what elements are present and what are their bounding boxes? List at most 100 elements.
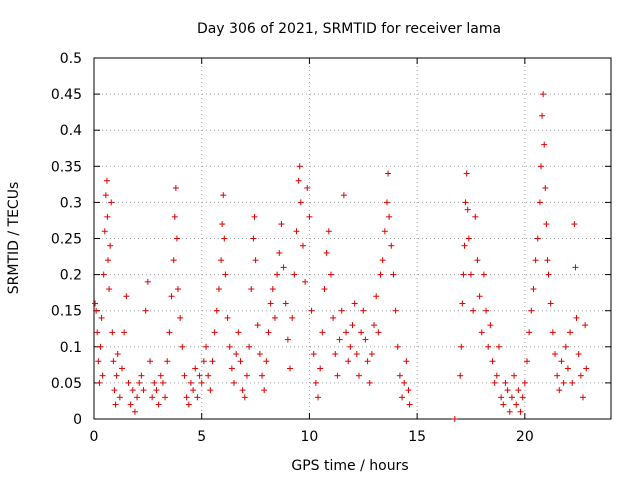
data-point [147,358,154,365]
data-point [181,372,188,379]
data-point [358,329,365,336]
data-point [323,249,330,256]
data-point [278,221,285,228]
data-point [103,177,110,184]
data-point [317,365,324,372]
chart-title: Day 306 of 2021, SRMTID for receiver lam… [197,21,501,37]
data-point [508,394,515,401]
data-point [235,329,242,336]
data-point [164,358,171,365]
data-point [177,314,184,321]
data-point [265,329,272,336]
data-point [489,358,496,365]
data-point [111,387,118,394]
data-point [168,293,175,300]
data-point [567,329,574,336]
data-point [540,91,547,98]
data-point [545,271,552,278]
data-point [105,257,112,264]
data-point [556,387,563,394]
data-point [451,416,458,422]
data-point [463,170,470,177]
data-point [368,351,375,358]
data-point [388,242,395,249]
data-point [462,199,469,206]
data-point [336,336,343,343]
data-point [392,307,399,314]
x-axis-label: GPS time / hours [291,458,408,474]
data-point [340,192,347,199]
data-point [269,286,276,293]
data-point [149,394,156,401]
data-point [571,221,578,228]
data-point [480,271,487,278]
data-point [383,199,390,206]
data-point [394,343,401,350]
data-point [476,293,483,300]
data-point [259,372,266,379]
data-point [280,264,287,271]
data-point [228,365,235,372]
data-point [403,358,410,365]
data-point [237,358,244,365]
y-tick-label: 0.35 [51,159,82,175]
data-point [254,322,261,329]
data-point [472,213,479,220]
data-point [554,372,561,379]
data-point [493,372,500,379]
data-point [140,387,147,394]
data-point [360,307,367,314]
data-point [504,387,511,394]
data-point [129,387,136,394]
data-point [198,379,205,386]
data-point [338,307,345,314]
data-point [175,286,182,293]
data-point [95,358,102,365]
x-tick-label: 20 [516,429,534,445]
grid-layer [94,58,611,419]
data-point [187,379,194,386]
data-point [241,394,248,401]
point-layer [92,91,590,422]
data-point [459,300,466,307]
data-point [478,329,485,336]
data-point [500,401,507,408]
data-point [502,379,509,386]
data-point [213,307,220,314]
data-point [248,286,255,293]
data-point [405,387,412,394]
data-point [549,329,556,336]
data-point [231,379,238,386]
data-point [379,257,386,264]
data-point [461,242,468,249]
data-point [299,242,306,249]
data-point [558,358,565,365]
data-point [252,257,259,264]
y-tick-label: 0.45 [51,87,82,103]
data-point [542,184,549,191]
data-point [220,192,227,199]
data-point [101,228,108,235]
data-point [526,329,533,336]
data-point [276,249,283,256]
data-point [263,358,270,365]
data-point [319,329,326,336]
data-point [261,387,268,394]
data-point [539,112,546,119]
data-point [171,213,178,220]
data-point [541,141,548,148]
data-point [114,351,121,358]
data-point [390,271,397,278]
y-tick-label: 0.15 [51,304,82,320]
data-point [491,379,498,386]
data-point [250,235,257,242]
data-point [562,343,569,350]
y-tick-label: 0.2 [60,268,82,284]
data-point [209,358,216,365]
data-point [194,394,201,401]
data-point [134,394,141,401]
data-point [321,286,328,293]
data-point [511,372,518,379]
data-point [485,343,492,350]
data-point [153,387,160,394]
